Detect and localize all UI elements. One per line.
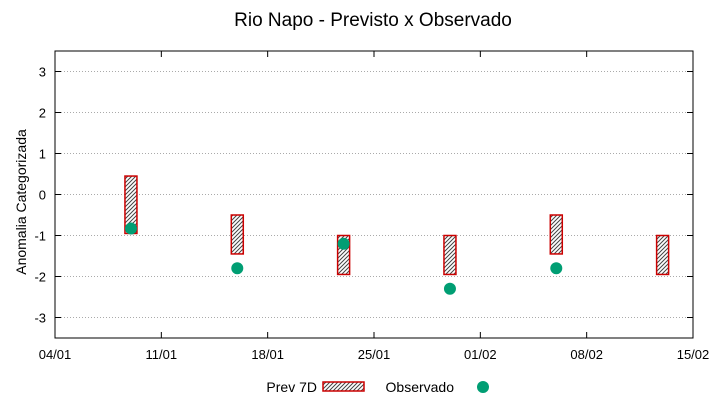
y-tick-label: -2: [34, 270, 46, 285]
y-tick-label: 1: [39, 147, 46, 162]
x-tick-label: 18/01: [251, 347, 284, 362]
series-observado: [124, 222, 563, 295]
y-axis-label: Anomalia Categorizada: [13, 129, 29, 275]
observed-point: [231, 262, 244, 275]
chart-title: Rio Napo - Previsto x Observado: [234, 10, 512, 31]
forecast-bar: [443, 234, 457, 276]
x-tick-label: 04/01: [39, 347, 72, 362]
x-tick-label: 01/02: [464, 347, 497, 362]
grid: [55, 71, 693, 318]
x-axis: 04/01 11/01 18/01 25/01 01/02 08/02 15/02: [39, 51, 710, 362]
series-prev-7d: [124, 175, 670, 276]
observed-point: [124, 222, 137, 235]
x-tick-label: 08/02: [570, 347, 603, 362]
x-tick-label: 15/02: [677, 347, 710, 362]
y-tick-label: 0: [39, 188, 46, 203]
x-tick-label: 11/01: [146, 347, 178, 362]
observed-point: [443, 282, 456, 295]
legend-marker-observado: [477, 381, 489, 393]
y-tick-label: 2: [39, 106, 46, 121]
legend-label-prev-7d: Prev 7D: [266, 379, 317, 395]
forecast-bar: [230, 214, 245, 255]
observed-point: [550, 262, 563, 275]
x-tick-label: 25/01: [358, 347, 391, 362]
observed-point: [337, 237, 350, 250]
y-tick-label: 3: [39, 65, 46, 80]
y-axis: 3 2 1 0 -1 -2 -3: [34, 65, 693, 326]
y-tick-label: -1: [34, 229, 46, 244]
legend-label-observado: Observado: [386, 379, 455, 395]
forecast-bar: [549, 214, 564, 255]
legend: Prev 7D Observado: [266, 379, 489, 395]
forecast-bar: [655, 234, 670, 276]
y-tick-label: -3: [34, 311, 46, 326]
legend-swatch-prev-7d: [322, 381, 365, 392]
